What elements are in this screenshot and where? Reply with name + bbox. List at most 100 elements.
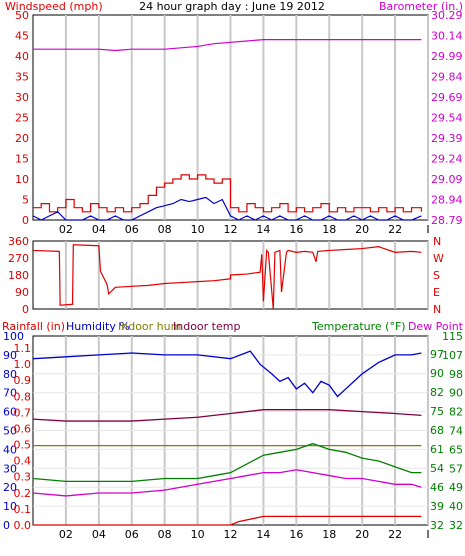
y-tick-label: W	[433, 252, 444, 265]
y-tick-label: 90	[3, 349, 17, 362]
y-tick-label: 74	[449, 425, 463, 438]
y-tick-label: 270	[8, 252, 29, 265]
y-tick-label: 0	[22, 214, 29, 227]
x-tick-label: 06	[125, 528, 139, 541]
series-line-temperature-f-	[32, 442, 422, 483]
series-line-magenta	[33, 39, 422, 52]
y-tick-label: 0.0	[14, 519, 32, 532]
series-line-red	[32, 244, 422, 310]
series-line-dew-point	[32, 469, 422, 497]
x-tick-label: 18	[322, 223, 336, 236]
x-tick-label: 10	[191, 223, 205, 236]
y-tick-label: 40	[3, 443, 17, 456]
y-tick-label: 35	[15, 71, 29, 84]
y-tick-label: 30.14	[431, 30, 463, 43]
x-tick-label: I	[426, 528, 429, 541]
y-tick-label: 0.7	[14, 406, 32, 419]
x-tick-label: 16	[289, 223, 303, 236]
series-line-blue	[32, 196, 422, 221]
y-tick-label: 90	[430, 367, 444, 380]
y-tick-label: 0.8	[14, 390, 32, 403]
y-tick-label: 25	[15, 112, 29, 125]
y-tick-label: 54	[430, 462, 444, 475]
rainfall-axis-label: Rainfall (in)	[2, 320, 65, 333]
windspeed-axis-label: Windspeed (mph)	[5, 0, 103, 13]
y-tick-label: 29.09	[431, 173, 463, 186]
dewpoint-axis-label: Dew Point	[408, 320, 464, 333]
x-tick-label: 18	[322, 528, 336, 541]
x-tick-label: 04	[92, 528, 106, 541]
y-tick-label: 50	[15, 9, 29, 22]
series-line-indoor-temp	[32, 409, 422, 422]
y-tick-label: 115	[442, 330, 463, 343]
y-tick-label: 100	[3, 330, 24, 343]
x-tick-label: 22	[388, 223, 402, 236]
y-tick-label: 82	[449, 406, 463, 419]
y-tick-label: 29.24	[431, 153, 463, 166]
y-tick-label: 29.39	[431, 132, 463, 145]
y-tick-label: 360	[8, 235, 29, 248]
y-tick-label: 50	[3, 425, 17, 438]
y-tick-label: N	[433, 303, 441, 316]
y-tick-label: 0.6	[14, 422, 32, 435]
y-tick-label: 45	[15, 30, 29, 43]
chart-marks: 5045403530252015105030.2930.1429.9929.84…	[3, 9, 463, 541]
x-tick-label: 08	[158, 528, 172, 541]
barometer-axis-label: Barometer (in.)	[379, 0, 463, 13]
x-tick-label: 12	[224, 223, 238, 236]
y-tick-label: 0.4	[14, 455, 32, 468]
y-tick-label: 30	[3, 462, 17, 475]
y-tick-label: 0.5	[14, 439, 32, 452]
y-tick-label: 10	[15, 173, 29, 186]
y-tick-label: 20	[3, 481, 17, 494]
x-tick-label: I	[426, 223, 429, 236]
y-tick-label: 70	[3, 387, 17, 400]
y-tick-label: 40	[15, 50, 29, 63]
series-line-rainfall-in-	[33, 515, 422, 526]
y-tick-label: 30	[15, 91, 29, 104]
y-tick-label: 60	[3, 406, 17, 419]
y-tick-label: 29.99	[431, 50, 463, 63]
y-tick-label: 98	[449, 368, 463, 381]
y-tick-label: 29.69	[431, 91, 463, 104]
y-tick-label: 20	[15, 132, 29, 145]
y-tick-label: 82	[430, 386, 444, 399]
y-tick-label: 5	[22, 194, 29, 207]
y-tick-label: 0.1	[14, 503, 32, 516]
x-tick-label: 16	[289, 528, 303, 541]
y-tick-label: 0.3	[14, 471, 32, 484]
series-line-humidity-	[32, 350, 422, 398]
y-tick-label: 107	[442, 349, 463, 362]
x-tick-label: 02	[59, 528, 73, 541]
y-tick-label: 32	[430, 519, 444, 532]
y-tick-label: 97	[430, 348, 444, 361]
y-tick-label: 57	[449, 462, 463, 475]
y-tick-label: 75	[430, 405, 444, 418]
y-tick-label: 30.29	[431, 9, 463, 22]
y-tick-label: 68	[430, 424, 444, 437]
y-tick-label: 32	[449, 519, 463, 532]
y-tick-label: 90	[15, 286, 29, 299]
y-tick-label: 46	[430, 481, 444, 494]
y-tick-label: 28.94	[431, 194, 463, 207]
series-line-red	[33, 174, 423, 213]
y-tick-label: 15	[15, 153, 29, 166]
y-tick-label: 65	[449, 443, 463, 456]
y-tick-label: 1.0	[14, 358, 32, 371]
y-tick-label: 39	[430, 500, 444, 513]
y-tick-label: 1.1	[14, 342, 32, 355]
x-tick-label: 20	[355, 223, 369, 236]
y-tick-label: N	[433, 235, 441, 248]
x-tick-label: 06	[125, 223, 139, 236]
x-tick-label: 02	[59, 223, 73, 236]
x-tick-label: 10	[191, 528, 205, 541]
x-tick-label: 14	[256, 223, 270, 236]
y-tick-label: 29.84	[431, 71, 463, 84]
chart-title: 24 hour graph day : June 19 2012	[139, 0, 325, 13]
x-tick-label: 14	[256, 528, 270, 541]
humidity-axis-label: Humidity %	[66, 320, 130, 333]
y-tick-label: S	[433, 269, 440, 282]
x-tick-label: 20	[355, 528, 369, 541]
y-tick-label: 0	[3, 519, 10, 532]
